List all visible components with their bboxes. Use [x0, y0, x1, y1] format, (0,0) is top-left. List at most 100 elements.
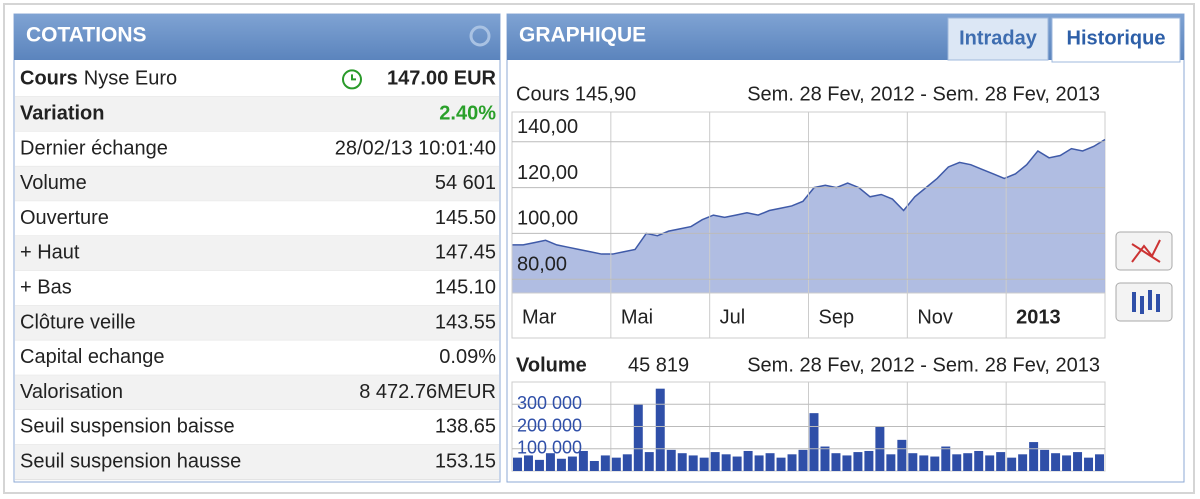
row-label: Seuil suspension baisse [20, 416, 235, 438]
cotations-title: COTATIONS [26, 24, 147, 47]
volume-bar [556, 458, 566, 471]
clock-hand [351, 74, 356, 81]
volume-bar [655, 388, 665, 471]
row-label: Valorisation [20, 381, 123, 403]
row-bg [15, 201, 499, 236]
volume-bar [787, 454, 797, 471]
row-label: Capital echange [20, 346, 165, 368]
volume-bar [1084, 457, 1094, 471]
refresh-icon[interactable] [469, 25, 491, 47]
row-bg [15, 131, 499, 167]
x-tick-label: Mai [621, 306, 653, 328]
row-label: Dernier échange [20, 137, 168, 159]
volume-bar [578, 450, 588, 471]
row-bg [15, 270, 499, 306]
volume-bar [710, 452, 720, 471]
tab-label[interactable]: Historique [1067, 27, 1166, 49]
row-value: 54 601 [435, 172, 496, 194]
x-tick-label: Mar [522, 306, 557, 328]
volume-bar [963, 453, 973, 471]
volume-bar [534, 459, 544, 471]
row-value: 153.15 [435, 450, 496, 472]
volume-bar [1062, 455, 1072, 471]
row-bg [15, 444, 499, 480]
volume-bar [633, 404, 643, 471]
row-label: Variation [20, 102, 104, 124]
row-label: Seuil suspension hausse [20, 450, 241, 472]
volume-bar [842, 455, 852, 471]
cotations-header [14, 14, 500, 60]
volume-bar [732, 456, 742, 471]
volume-bar [809, 413, 819, 471]
tab-label[interactable]: Intraday [959, 27, 1038, 49]
row-value: 145.10 [435, 276, 496, 298]
y-tick-label: 300 000 [517, 393, 582, 413]
volume-bar [1040, 449, 1050, 471]
y-tick-label: 80,00 [517, 254, 567, 276]
volume-bar [1051, 453, 1061, 471]
volume-bar [589, 460, 599, 471]
row-bg [15, 62, 499, 97]
volume-bar [523, 455, 533, 471]
row-value: 2.40% [439, 102, 496, 124]
y-tick-label: 100,00 [517, 208, 578, 230]
volume-bar [820, 446, 830, 471]
row-value: 147.00 EUR [387, 68, 497, 90]
volume-bar [754, 455, 764, 471]
tab-active[interactable] [1051, 17, 1181, 63]
volume-bar [886, 454, 896, 471]
row-value: 145.50 [435, 207, 496, 229]
chart-period: Sem. 28 Fev, 2012 - Sem. 28 Fev, 2013 [747, 354, 1100, 376]
volume-bar [831, 453, 841, 471]
button-icon [1131, 239, 1161, 263]
volume-bar [930, 456, 940, 471]
row-value: 143.55 [435, 311, 496, 333]
volume-bar [853, 452, 863, 471]
row-bg [15, 166, 499, 202]
volume-bar [985, 455, 995, 471]
volume-bar [688, 455, 698, 471]
row-label: Ouverture [20, 207, 109, 229]
volume-bar [1095, 454, 1104, 471]
row-value: 8 472.76MEUR [359, 381, 496, 403]
chart-label: Volume [516, 354, 587, 376]
volume-bar [1018, 454, 1028, 471]
button-icon [1132, 290, 1160, 314]
row-label: Cours Nyse Euro [20, 68, 177, 90]
volume-bar [776, 457, 786, 471]
row-value: 138.65 [435, 416, 496, 438]
x-tick-label: 2013 [1016, 306, 1061, 328]
chart-value: 45 819 [628, 354, 689, 376]
row-value: 147.45 [435, 242, 496, 264]
volume-bar [611, 457, 621, 471]
volume-bar [622, 454, 632, 471]
volume-bar [567, 456, 577, 471]
x-tick-label: Sep [819, 306, 855, 328]
volume-bar [721, 454, 731, 471]
row-bg [15, 96, 499, 132]
row-value: 28/02/13 10:01:40 [335, 137, 496, 159]
tab[interactable] [947, 17, 1049, 61]
row-label: Nyse Euro [84, 68, 177, 90]
volume-bar [908, 453, 918, 471]
row-label-bold: Cours [20, 68, 78, 90]
volume-bar [600, 455, 610, 471]
y-tick-label: 200 000 [517, 415, 582, 435]
x-tick-label: Jul [720, 306, 746, 328]
volume-bar [1073, 452, 1083, 471]
volume-bar [996, 452, 1006, 471]
chart-label: Cours 145,90 [516, 83, 636, 105]
volume-bar [798, 449, 808, 471]
row-bg [15, 375, 499, 410]
x-tick-label: Nov [917, 306, 953, 328]
row-label: + Haut [20, 242, 80, 264]
volume-bar [1029, 442, 1039, 471]
volume-bar [974, 450, 984, 471]
volume-bar [677, 453, 687, 471]
clock-icon [342, 69, 362, 90]
graphique-title: GRAPHIQUE [519, 24, 646, 47]
row-label: Clôture veille [20, 311, 136, 333]
row-label: Volume [20, 172, 87, 194]
volume-bar [666, 449, 676, 471]
